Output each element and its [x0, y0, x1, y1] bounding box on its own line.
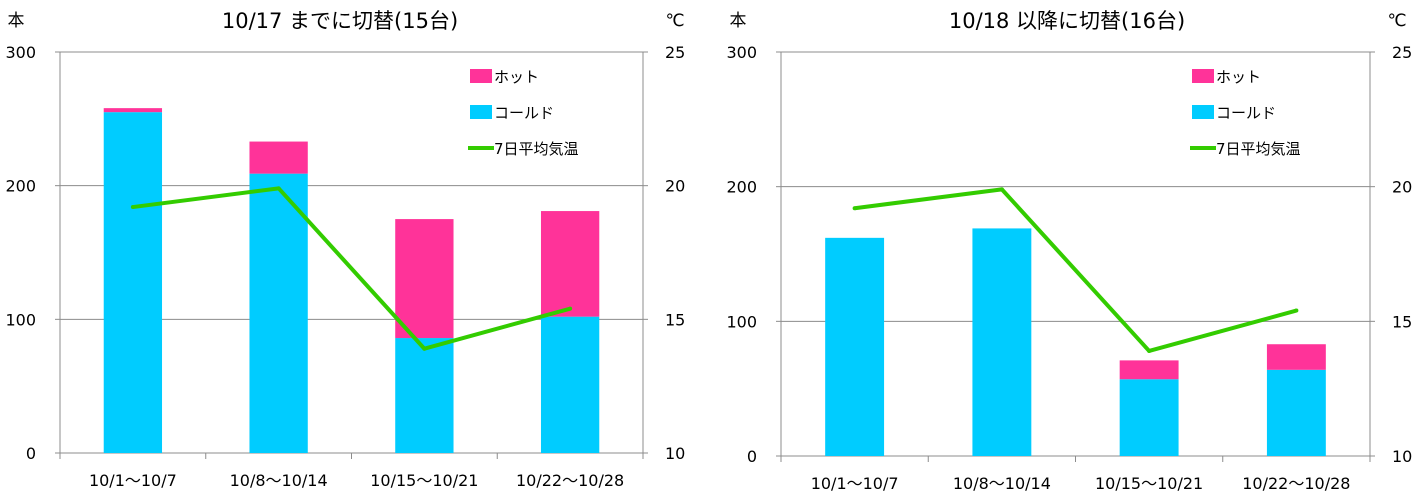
chart-2: 10/18 以降に切替(16台) 本 ℃ 0 100 200 300 10 15 20 25 10/1… — [726, 9, 1412, 493]
chart-1: 10/17 までに切替(15台) 本 ℃ 0 100 200 300 10 15 20 25 10/1… — [5, 9, 685, 490]
bar-hot — [1119, 360, 1179, 380]
x-tick-label: 10/1～10/7 — [811, 474, 899, 493]
x-tick-label: 10/22～10/28 — [516, 471, 624, 490]
chart-title: 10/17 までに切替(15台) — [222, 9, 458, 33]
legend-label: ホット — [494, 68, 539, 86]
bar-cold — [1119, 379, 1179, 456]
left-tick-label: 0 — [26, 444, 36, 463]
right-axis-unit: ℃ — [665, 11, 684, 31]
bar-cold — [825, 237, 885, 456]
bar-hot — [249, 141, 308, 174]
left-tick-label: 200 — [5, 177, 36, 196]
legend-label: コールド — [1216, 104, 1276, 122]
right-tick-label: 25 — [665, 43, 685, 62]
legend-label: 7日平均気温 — [1216, 140, 1301, 158]
temperature-point — [852, 206, 857, 211]
temperature-line — [132, 186, 571, 351]
legend-label: 7日平均気温 — [494, 140, 579, 158]
left-tick-label: 0 — [747, 447, 757, 466]
x-tick-label: 10/8～10/14 — [953, 474, 1051, 493]
right-axis-unit: ℃ — [1387, 11, 1406, 31]
bar-hot — [103, 108, 163, 113]
left-tick-label: 300 — [5, 43, 36, 62]
bar-hot — [395, 219, 454, 339]
left-tick-label: 100 — [5, 310, 36, 329]
legend-swatch-cold — [470, 105, 492, 119]
right-tick-label: 20 — [665, 177, 685, 196]
x-tick-label: 10/1～10/7 — [89, 471, 177, 490]
bar-cold — [1266, 369, 1326, 456]
temperature-point — [1147, 348, 1152, 353]
temperature-line — [854, 187, 1297, 353]
temperature-point — [422, 346, 427, 351]
left-axis-unit: 本 — [730, 11, 747, 31]
bar-hot — [1266, 344, 1326, 370]
temperature-point — [276, 186, 281, 191]
left-tick-label: 100 — [726, 312, 757, 331]
legend-swatch-hot — [1192, 69, 1214, 83]
right-tick-label: 15 — [1392, 312, 1412, 331]
right-tick-label: 10 — [1392, 447, 1412, 466]
right-tick-label: 10 — [665, 444, 685, 463]
bar-cold — [395, 338, 454, 453]
x-tick-label: 10/8～10/14 — [230, 471, 328, 490]
left-axis-unit: 本 — [8, 11, 25, 31]
legend-swatch-hot — [470, 69, 492, 83]
temperature-point — [1294, 308, 1299, 313]
temperature-point — [568, 306, 573, 311]
legend-swatch-cold — [1192, 105, 1214, 119]
bar-hot — [540, 211, 600, 317]
x-tick-label: 10/15～10/21 — [1095, 474, 1203, 493]
bar-cold — [540, 316, 600, 453]
right-tick-label: 20 — [1392, 178, 1412, 197]
right-tick-label: 25 — [1392, 43, 1412, 62]
left-tick-label: 200 — [726, 178, 757, 197]
right-tick-label: 15 — [665, 310, 685, 329]
chart-title: 10/18 以降に切替(16台) — [949, 9, 1185, 33]
legend-label: ホット — [1216, 68, 1261, 86]
legend-label: コールド — [494, 104, 554, 122]
left-tick-label: 300 — [726, 43, 757, 62]
bar-cold — [249, 173, 308, 454]
temperature-point — [999, 187, 1004, 192]
x-tick-label: 10/22～10/28 — [1242, 474, 1350, 493]
x-tick-label: 10/15～10/21 — [370, 471, 478, 490]
bar-cold — [103, 112, 163, 454]
bar-cold — [972, 228, 1032, 456]
temperature-point — [130, 205, 135, 210]
